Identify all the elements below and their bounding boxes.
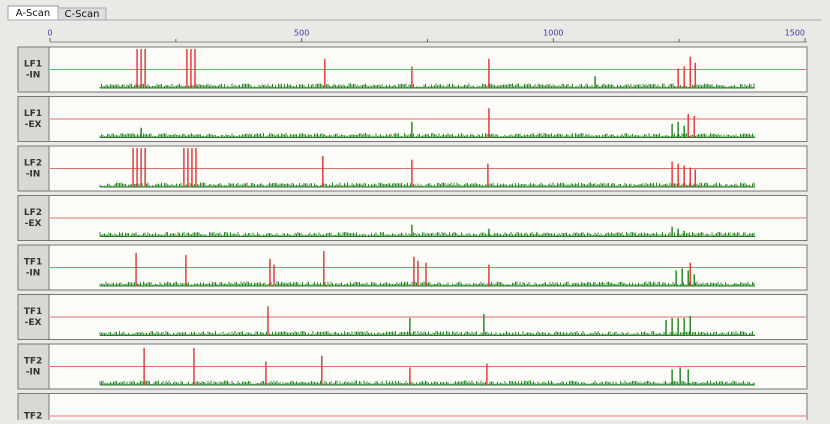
- channel-label: -EX: [25, 219, 42, 229]
- channel-label: TF1: [24, 307, 43, 317]
- channel-label: LF1: [24, 60, 42, 70]
- channel-label: -IN: [26, 368, 41, 378]
- channel-label: LF1: [24, 109, 42, 119]
- channel-label: TF2: [24, 412, 43, 421]
- channel-label-box: [17, 96, 50, 142]
- x-tick-label: 1500: [785, 29, 805, 38]
- channel-label-box: [17, 294, 50, 340]
- channel-label: LF2: [24, 208, 42, 218]
- channel-label: -IN: [26, 170, 41, 180]
- tab-label[interactable]: C-Scan: [65, 9, 100, 20]
- noise-floor: [99, 232, 755, 237]
- channel-label: -EX: [25, 120, 42, 130]
- channel-label-box: [17, 244, 50, 291]
- noise-floor: [99, 182, 755, 187]
- channel-label-box: [17, 46, 50, 93]
- channel-label: -EX: [25, 318, 42, 328]
- channel-label: -IN: [26, 269, 41, 279]
- noise-floor: [99, 380, 755, 385]
- noise-floor: [99, 133, 755, 138]
- x-tick-label: 0: [47, 29, 52, 38]
- x-tick-label: 500: [294, 29, 309, 38]
- channel-label-box: [17, 145, 50, 192]
- x-tick-label: 1000: [543, 29, 563, 38]
- channel-label: TF1: [24, 258, 43, 268]
- noise-floor: [99, 331, 755, 336]
- channel-label-box: [17, 195, 50, 241]
- tab-label[interactable]: A-Scan: [16, 8, 51, 19]
- channel-label: TF2: [24, 357, 43, 367]
- channel-label: -IN: [26, 71, 41, 81]
- noise-floor: [99, 83, 755, 88]
- channel-label: LF2: [24, 159, 42, 169]
- channel-plot: [48, 393, 808, 424]
- channel-label-box: [17, 343, 50, 390]
